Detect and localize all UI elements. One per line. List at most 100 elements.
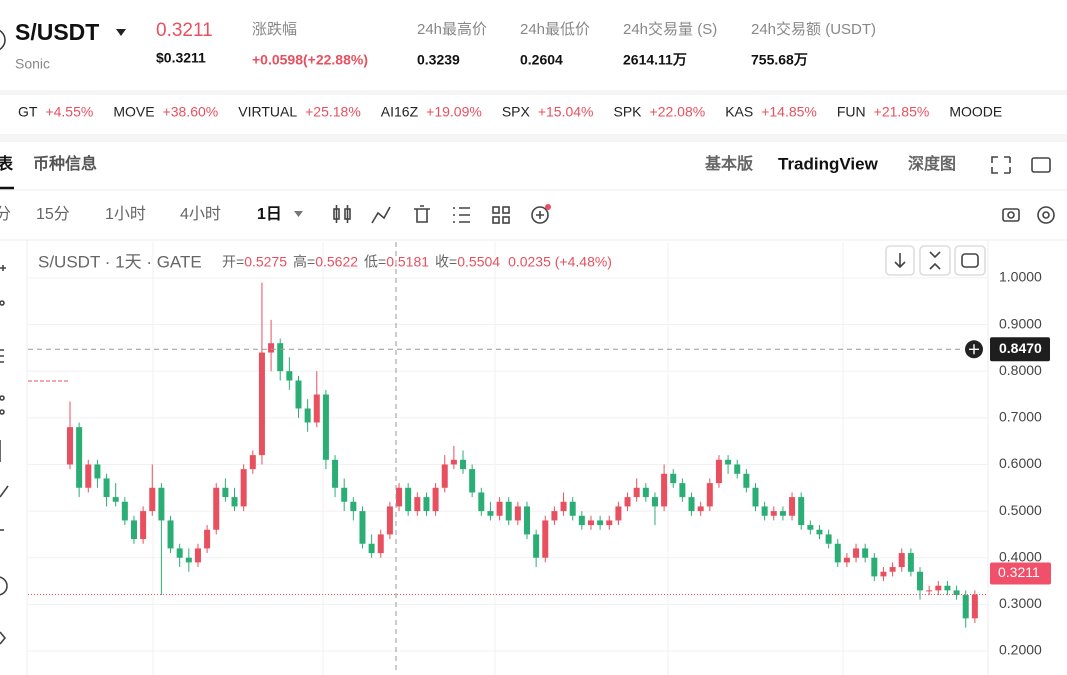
candle-body — [140, 511, 147, 540]
ohlc-legend: 开= 0.5275 高= 0.5622 低= 0.5181 收= 0.5504 0.0235 (… — [222, 254, 612, 270]
candle-body — [396, 487, 403, 507]
plus — [969, 344, 979, 355]
window-icon[interactable] — [1031, 157, 1051, 173]
ticker-symbol[interactable]: GT — [18, 104, 38, 120]
tab[interactable]: 表 — [0, 154, 14, 173]
candle-body — [953, 590, 960, 596]
candle-type-icon[interactable] — [333, 205, 351, 223]
candle-body — [907, 553, 914, 572]
candle-body — [862, 548, 869, 558]
ticker-change: +21.85% — [874, 104, 930, 120]
chart-buttons[interactable] — [885, 245, 986, 276]
add-alert-button[interactable] — [965, 340, 983, 359]
candle-body — [432, 487, 439, 512]
ticker-change: +22.08% — [650, 104, 706, 120]
tab[interactable]: 币种信息 — [33, 154, 97, 173]
y-tick-label: 0.7000 — [999, 409, 1042, 425]
candle-body — [487, 511, 494, 516]
candle-body — [185, 557, 192, 563]
view-tab[interactable]: TradingView — [778, 154, 879, 173]
ticker-symbol[interactable]: MOODE — [949, 104, 1002, 120]
candle-body — [249, 455, 256, 470]
price: 0.3211 — [156, 20, 213, 41]
crosshair-price-label: 0.8470 — [999, 340, 1042, 356]
add-indicator-icon[interactable] — [531, 204, 551, 224]
candle-body — [332, 459, 339, 488]
interval[interactable]: 4小时 — [180, 205, 221, 223]
candle-body — [505, 501, 512, 521]
candle-body — [478, 492, 485, 512]
fullscreen-icon[interactable] — [991, 156, 1011, 174]
interval[interactable]: 1日 — [257, 205, 282, 223]
grid: 0.2000 0.3000 0.4000 0.5000 0.6000 0.7000 0.80… — [28, 269, 1042, 658]
ohlc-value: 0.5181 — [386, 254, 429, 270]
ticker-symbol[interactable]: KAS — [725, 104, 753, 120]
stat-value: 2614.11万 — [623, 52, 687, 68]
candle-body — [258, 352, 265, 456]
candle-body — [725, 459, 732, 465]
candle-body — [341, 487, 348, 502]
candle-body — [158, 487, 165, 521]
y-tick-label: 0.2000 — [999, 642, 1042, 658]
ticker-symbol[interactable]: MOVE — [113, 104, 154, 120]
candle-body — [222, 487, 229, 498]
candle-body — [277, 343, 284, 372]
list-icon[interactable] — [453, 207, 470, 223]
ticker-symbol[interactable]: VIRTUAL — [238, 104, 297, 120]
dropdown-arrow[interactable] — [116, 29, 126, 36]
candle-body — [85, 464, 92, 488]
candle-body — [414, 497, 421, 512]
layout-icon[interactable] — [492, 206, 510, 224]
candle-body — [834, 543, 841, 563]
ticker: GT +4.55% MOVE +38.60% VIRTUAL +25.18% AI16Z +1… — [18, 104, 1002, 120]
candle-body — [651, 497, 658, 507]
candle-body — [642, 487, 649, 498]
camera-icon[interactable] — [1002, 208, 1020, 222]
dropdown-arrow[interactable] — [294, 211, 303, 217]
candle-body — [313, 394, 320, 423]
ohlc-label: 收= — [435, 254, 457, 270]
stat-value: +0.0598(+22.88%) — [252, 52, 368, 68]
ticker-change: +38.60% — [163, 104, 219, 120]
interval[interactable]: 15分 — [36, 205, 70, 223]
candle-body — [121, 501, 128, 521]
candle-body — [962, 595, 969, 619]
ticker-change: +25.18% — [305, 104, 361, 120]
view-tab[interactable]: 基本版 — [704, 154, 753, 173]
ticker-symbol[interactable]: AI16Z — [381, 104, 419, 120]
ticker-change: +15.04% — [538, 104, 594, 120]
delete-icon[interactable] — [414, 205, 430, 223]
candle-body — [450, 459, 457, 465]
ticker-symbol[interactable]: SPX — [502, 104, 531, 120]
candle-body — [734, 464, 741, 474]
candle-body — [460, 459, 467, 470]
candle-body — [524, 506, 530, 535]
y-tick-label: 0.4000 — [999, 548, 1042, 564]
candle-body — [679, 483, 686, 498]
ticker-symbol[interactable]: FUN — [837, 104, 866, 120]
drawing-toolbar[interactable] — [0, 265, 9, 645]
candle-body — [816, 529, 823, 535]
candle-body — [286, 371, 293, 381]
ohlc-label: 开= — [222, 254, 244, 270]
candle-body — [423, 497, 430, 512]
ticker-change: +14.85% — [761, 104, 817, 120]
indicator-icon[interactable] — [371, 206, 391, 224]
candle-body — [578, 515, 585, 526]
view-tab[interactable]: 深度图 — [908, 154, 956, 173]
candle-body — [194, 548, 201, 563]
symbol: S/USDT — [15, 19, 99, 45]
ticker-symbol[interactable]: SPK — [614, 104, 643, 120]
candle-body — [496, 501, 503, 516]
interval[interactable]: 1小时 — [105, 205, 146, 223]
ohlc-change: 0.0235 (+4.48%) — [508, 254, 612, 270]
crosshair-price-box — [990, 337, 1050, 362]
y-tick-label: 1.0000 — [999, 269, 1042, 285]
settings-icon[interactable] — [1037, 206, 1055, 224]
interval[interactable]: 分 — [0, 205, 11, 223]
ohlc-value: 0.5275 — [244, 254, 287, 270]
candle-body — [304, 408, 311, 423]
candle-body — [825, 534, 832, 544]
candle-body — [697, 506, 704, 512]
candle-body — [944, 585, 951, 591]
